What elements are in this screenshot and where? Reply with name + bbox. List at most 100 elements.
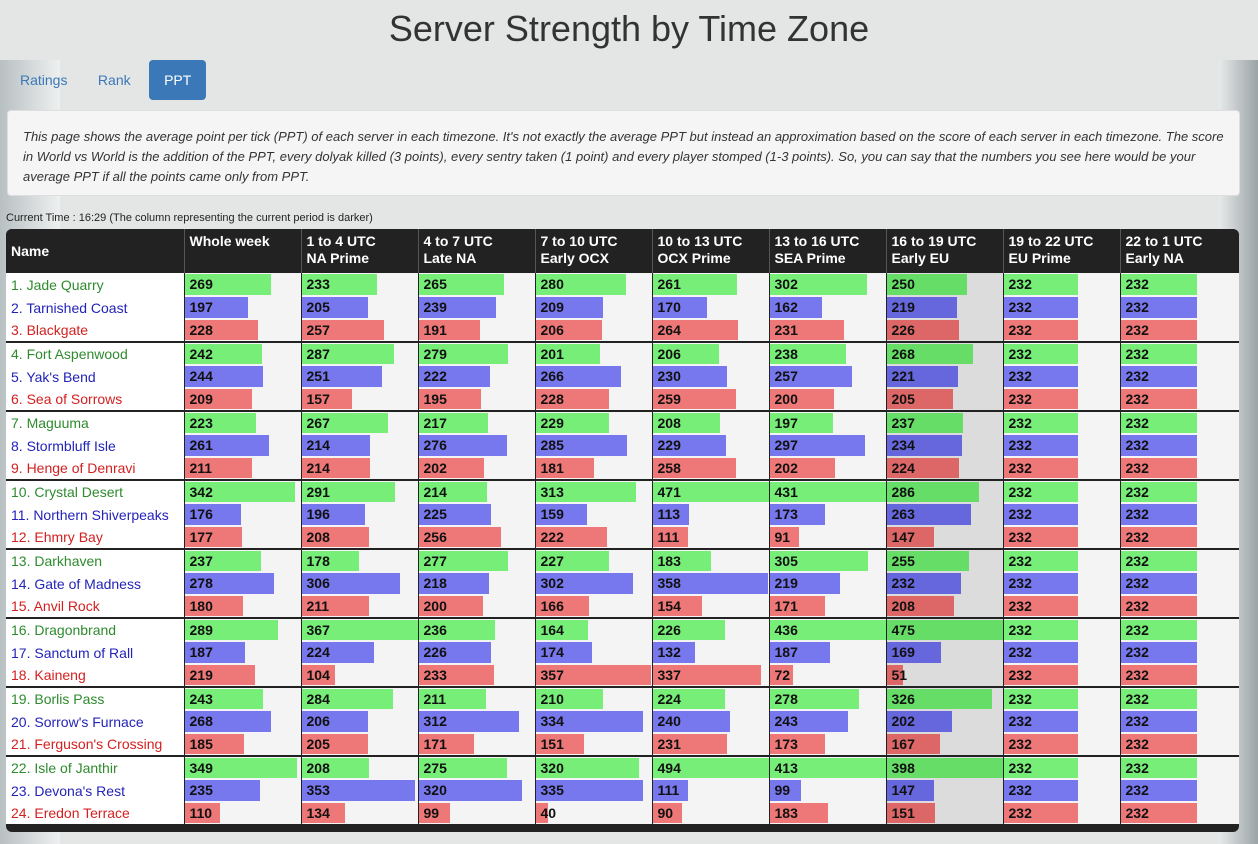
ppt-bar	[652, 596, 703, 616]
table-row: 7. Maguuma 223 267 217 229 208 197 237 232 232	[6, 411, 1239, 434]
ppt-bar	[769, 573, 841, 594]
ppt-cell: 232	[1003, 641, 1121, 664]
ppt-value: 357	[540, 667, 564, 683]
ppt-bar	[535, 803, 549, 823]
ppt-bar	[184, 551, 261, 571]
ppt-value: 232	[1008, 437, 1032, 453]
ppt-bar	[301, 527, 369, 547]
ppt-value: 132	[657, 644, 681, 660]
ppt-cell: 154	[652, 595, 770, 619]
ppt-bar	[301, 551, 359, 571]
ppt-cell: 232	[1003, 733, 1121, 757]
ppt-value: 232	[1008, 644, 1032, 660]
ppt-cell: 268	[184, 710, 302, 733]
ppt-bar	[301, 389, 353, 409]
ppt-bar	[1003, 734, 1079, 754]
ppt-bar	[886, 320, 960, 340]
ppt-value: 224	[657, 691, 681, 707]
ppt-cell: 202	[769, 457, 887, 481]
ppt-bar	[418, 689, 487, 709]
ppt-bar	[652, 620, 726, 640]
ppt-bar	[1003, 389, 1079, 409]
ppt-bar	[418, 504, 491, 525]
ppt-bar	[652, 551, 712, 571]
server-name: 23. Devona's Rest	[6, 779, 185, 802]
ppt-value: 232	[1125, 391, 1149, 407]
ppt-value: 229	[540, 415, 564, 431]
ppt-bar	[184, 665, 256, 685]
table-row: 1. Jade Quarry 269 233 265 280 261 302 250 232 23…	[6, 273, 1239, 296]
tab-ratings[interactable]: Ratings	[20, 72, 68, 88]
ppt-value: 232	[1008, 782, 1032, 798]
ppt-bar	[418, 573, 489, 594]
ppt-bar	[1003, 642, 1079, 663]
ppt-bar	[1120, 527, 1197, 547]
ppt-bar	[886, 551, 969, 571]
ppt-cell: 277	[418, 549, 536, 572]
ppt-value: 205	[306, 299, 330, 315]
ppt-value: 232	[1125, 346, 1149, 362]
ppt-value: 173	[774, 506, 798, 522]
ppt-bar	[184, 458, 253, 478]
ppt-bar	[1120, 551, 1197, 571]
ppt-bar	[1003, 758, 1079, 778]
ppt-value: 236	[423, 622, 447, 638]
ppt-value: 291	[306, 484, 330, 500]
ppt-bar	[1120, 504, 1197, 525]
column-header-sublabel: Early OCX	[540, 250, 609, 266]
ppt-value: 231	[774, 322, 798, 338]
ppt-value: 208	[657, 415, 681, 431]
ppt-cell: 306	[301, 572, 419, 595]
ppt-cell: 234	[886, 434, 1004, 457]
ppt-value: 219	[189, 667, 213, 683]
ppt-bar	[535, 596, 589, 616]
ppt-cell: 181	[535, 457, 653, 481]
ppt-bar	[886, 297, 958, 318]
ppt-bar	[769, 803, 829, 823]
ppt-value: 226	[423, 644, 447, 660]
ppt-value: 232	[1008, 805, 1032, 821]
table-row: 11. Northern Shiverpeaks 176 196 225 159 113 1…	[6, 503, 1239, 526]
tab-ppt[interactable]: PPT	[149, 60, 207, 100]
ppt-bar	[1120, 413, 1197, 433]
ppt-cell: 226	[652, 618, 770, 641]
ppt-bar	[652, 665, 762, 685]
ppt-bar	[1003, 620, 1079, 640]
tab-rank[interactable]: Rank	[97, 72, 131, 88]
ppt-value: 223	[189, 415, 213, 431]
ppt-bar	[535, 482, 637, 502]
ppt-bar	[535, 413, 610, 433]
ppt-cell: 243	[769, 710, 887, 733]
ppt-value: 306	[306, 575, 330, 591]
ppt-value: 232	[1008, 322, 1032, 338]
current-time-note: Current Time : 16:29 (The column represe…	[6, 212, 373, 224]
ppt-value: 232	[1008, 667, 1032, 683]
ppt-bar	[184, 803, 220, 823]
ppt-bar	[886, 458, 959, 478]
ppt-cell: 183	[652, 549, 770, 572]
ppt-cell: 302	[535, 572, 653, 595]
ppt-value: 200	[423, 598, 447, 614]
ppt-cell: 232	[1003, 388, 1121, 412]
ppt-cell: 232	[1120, 365, 1239, 388]
column-header: 1 to 4 UTC NA Prime	[301, 229, 419, 273]
ppt-bar	[301, 642, 374, 663]
ppt-value: 228	[189, 322, 213, 338]
ppt-cell: 244	[184, 365, 302, 388]
ppt-value: 187	[189, 644, 213, 660]
ppt-cell: 209	[184, 388, 302, 412]
ppt-value: 494	[657, 760, 681, 776]
ppt-bar	[1003, 803, 1079, 823]
ppt-bar	[652, 435, 727, 456]
ppt-cell: 233	[418, 664, 536, 688]
ppt-cell: 232	[1120, 480, 1239, 503]
ppt-cell: 239	[418, 296, 536, 319]
ppt-bar	[769, 780, 802, 801]
ppt-cell: 191	[418, 319, 536, 343]
ppt-bar	[535, 689, 604, 709]
ppt-value: 214	[306, 460, 330, 476]
ppt-bar	[535, 458, 594, 478]
ppt-cell: 196	[301, 503, 419, 526]
ppt-value: 232	[1008, 506, 1032, 522]
ppt-cell: 232	[1003, 273, 1121, 296]
